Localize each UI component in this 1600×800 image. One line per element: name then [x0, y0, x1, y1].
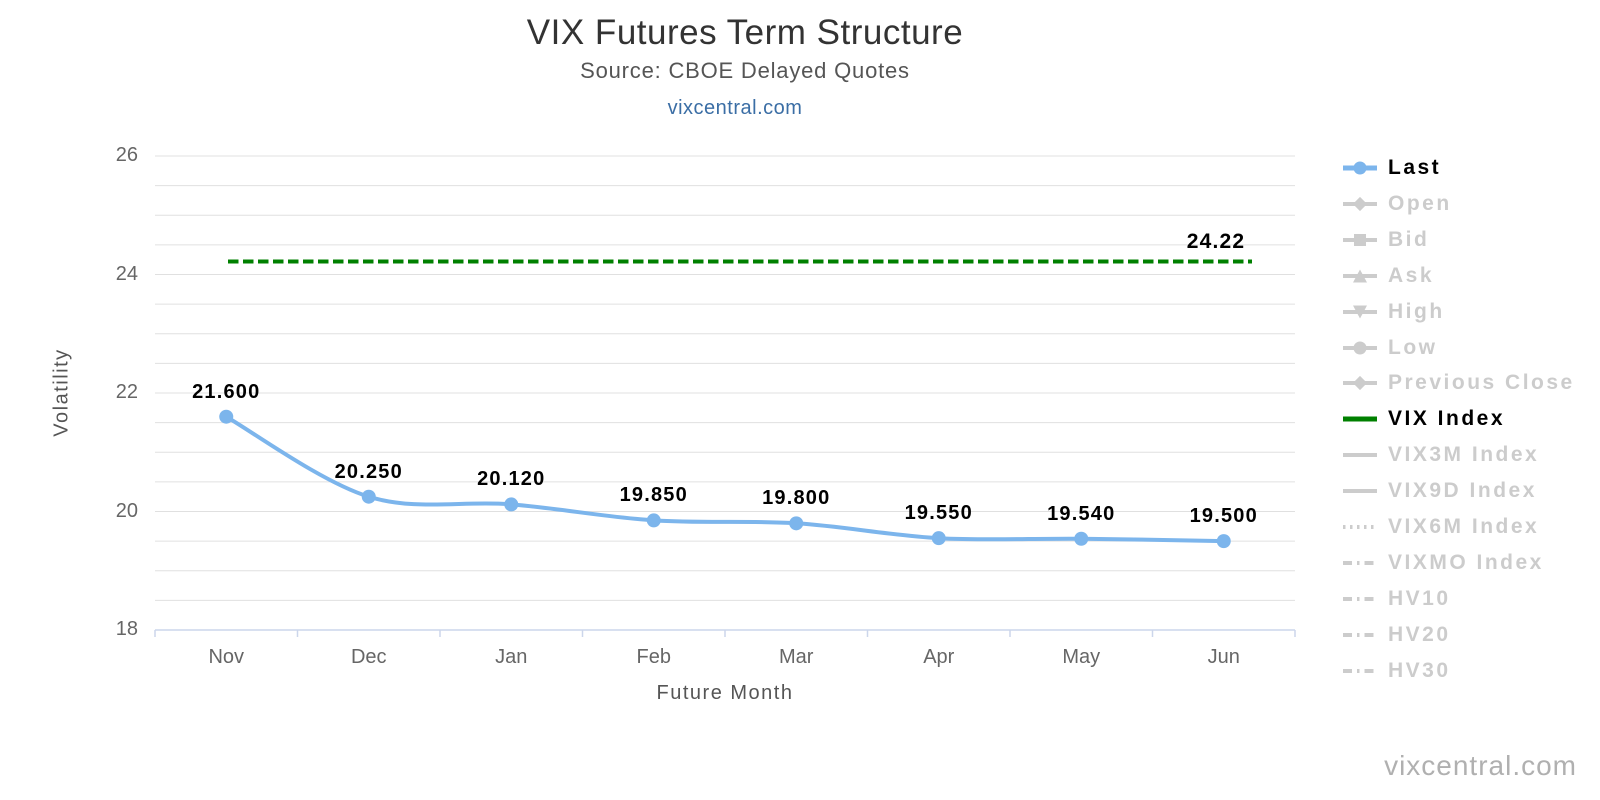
y-tick-label: 20	[115, 499, 138, 522]
y-tick-label: 18	[115, 618, 138, 640]
y-tick-label: 26	[115, 144, 138, 166]
legend-item-low[interactable]: Low	[1341, 331, 1438, 365]
legend-item-label: VIX9D Index	[1388, 479, 1537, 503]
legend-item-label: Bid	[1388, 227, 1430, 251]
legend-item-vix-index[interactable]: VIX Index	[1341, 402, 1505, 436]
data-point-label: 20.250	[334, 460, 403, 483]
legend-triangle-down-icon	[1343, 305, 1377, 319]
data-point-label: 19.500	[1189, 505, 1258, 528]
legend-none-line-icon	[1343, 453, 1377, 458]
chart-title: VIX Futures Term Structure	[526, 13, 964, 52]
data-point-dec[interactable]	[361, 489, 376, 504]
legend-item-label: HV10	[1388, 586, 1451, 610]
legend-item-label: VIX3M Index	[1388, 443, 1540, 467]
legend-none-line-icon	[1343, 489, 1377, 494]
legend-item-hv10[interactable]: HV10	[1341, 582, 1451, 616]
data-point-label: 19.800	[762, 487, 831, 510]
legend-item-label: VIX6M Index	[1388, 515, 1540, 538]
legend-item-open[interactable]: Open	[1341, 187, 1452, 221]
legend-item-vix6m-index[interactable]: VIX6M Index	[1341, 510, 1539, 544]
legend-item-hv20[interactable]: HV20	[1341, 618, 1451, 652]
legend-item-last[interactable]: Last	[1341, 151, 1441, 185]
legend-item-label: Low	[1388, 335, 1438, 359]
x-tick-label: Jan	[495, 646, 528, 668]
legend-item-label: VIX Index	[1388, 407, 1506, 431]
legend-item-label: Last	[1388, 156, 1442, 179]
legend-none-line-icon	[1343, 668, 1377, 673]
legend-none-line-icon	[1343, 416, 1377, 422]
x-tick-label: Apr	[923, 646, 955, 668]
legend-item-label: High	[1388, 299, 1445, 323]
legend-item-ask[interactable]: Ask	[1341, 259, 1434, 293]
legend-item-previous-close[interactable]: Previous Close	[1341, 366, 1575, 400]
legend-item-label: Open	[1388, 191, 1452, 215]
legend-item-label: Previous Close	[1388, 371, 1575, 395]
legend-triangle-up-icon	[1343, 269, 1377, 283]
legend-item-label: HV30	[1388, 658, 1451, 682]
data-point-label: 19.850	[619, 484, 688, 507]
x-tick-label: Feb	[636, 646, 671, 668]
data-point-may[interactable]	[1074, 531, 1089, 546]
legend-item-vixmo-index[interactable]: VIXMO Index	[1341, 546, 1544, 580]
last-series-line	[224, 414, 1226, 544]
data-point-label: 19.550	[904, 502, 973, 525]
data-point-jan[interactable]	[504, 497, 519, 512]
legend-circle-icon	[1343, 341, 1377, 354]
data-point-jun[interactable]	[1216, 534, 1231, 549]
legend-item-hv30[interactable]: HV30	[1341, 654, 1451, 688]
data-point-feb[interactable]	[646, 513, 661, 528]
data-point-mar[interactable]	[789, 516, 804, 531]
legend-item-bid[interactable]: Bid	[1341, 223, 1429, 257]
x-tick-label: Nov	[208, 646, 245, 668]
legend-item-label: VIXMO Index	[1388, 550, 1544, 574]
vix-index-label: 24.22	[1186, 230, 1246, 254]
chart-subtitle: Source: CBOE Delayed Quotes	[580, 58, 910, 83]
legend-none-line-icon	[1343, 525, 1377, 529]
x-tick-label: Mar	[779, 646, 814, 668]
legend-diamond-icon	[1343, 376, 1377, 391]
data-point-label: 20.120	[477, 468, 546, 491]
legend-diamond-icon	[1343, 196, 1377, 211]
y-tick-label: 24	[115, 262, 138, 285]
x-tick-label: Dec	[350, 646, 387, 668]
data-point-apr[interactable]	[931, 531, 946, 546]
data-point-nov[interactable]	[219, 409, 234, 424]
x-axis-title: Future Month	[656, 682, 794, 704]
legend-none-line-icon	[1343, 632, 1377, 637]
legend-item-label: HV20	[1388, 622, 1451, 646]
legend-item-label: Ask	[1388, 263, 1435, 287]
legend-circle-icon	[1343, 161, 1377, 175]
x-tick-label: May	[1062, 646, 1101, 668]
vixcentral-link[interactable]: vixcentral.com	[667, 97, 803, 119]
legend-square-icon	[1343, 233, 1377, 246]
legend-item-high[interactable]: High	[1341, 295, 1445, 329]
legend-item-vix9d-index[interactable]: VIX9D Index	[1341, 474, 1537, 508]
legend-item-vix3m-index[interactable]: VIX3M Index	[1341, 438, 1539, 472]
x-tick-label: Jun	[1207, 646, 1240, 668]
legend-none-line-icon	[1343, 560, 1377, 565]
legend-none-line-icon	[1343, 596, 1377, 601]
watermark-credits[interactable]: vixcentral.com	[1384, 750, 1577, 781]
data-point-label: 21.600	[192, 380, 261, 403]
y-tick-label: 22	[115, 381, 138, 403]
data-point-label: 19.540	[1047, 502, 1116, 525]
